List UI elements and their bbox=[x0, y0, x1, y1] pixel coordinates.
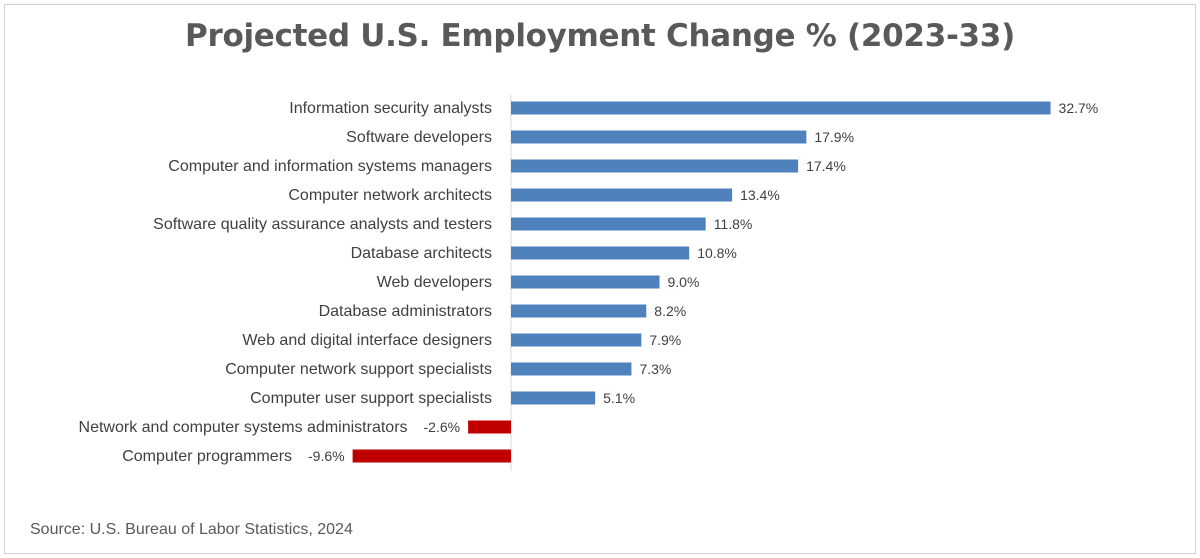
bar bbox=[511, 391, 596, 405]
category-label: Computer user support specialists bbox=[250, 390, 492, 407]
category-label: Computer and information systems manager… bbox=[168, 158, 492, 175]
source-note: Source: U.S. Bureau of Labor Statistics,… bbox=[30, 521, 353, 538]
category-label: Software developers bbox=[346, 129, 492, 146]
bar bbox=[511, 333, 642, 347]
category-label: Software quality assurance analysts and … bbox=[153, 216, 492, 233]
bar bbox=[511, 188, 733, 202]
bar bbox=[511, 362, 632, 376]
bar bbox=[511, 275, 660, 289]
data-label: -9.6% bbox=[308, 448, 345, 464]
category-label: Computer network architects bbox=[288, 187, 492, 204]
data-label: 11.8% bbox=[714, 216, 753, 232]
category-label: Database architects bbox=[351, 245, 492, 262]
chart-title: Projected U.S. Employment Change % (2023… bbox=[185, 18, 1015, 54]
data-label: 7.3% bbox=[639, 361, 671, 377]
data-label: 10.8% bbox=[697, 245, 737, 261]
data-label: 17.9% bbox=[814, 129, 854, 145]
bar bbox=[352, 449, 511, 463]
category-label: Computer programmers bbox=[122, 448, 292, 465]
data-label: 17.4% bbox=[806, 158, 846, 174]
data-label: 7.9% bbox=[649, 332, 681, 348]
bar bbox=[511, 159, 799, 173]
category-label: Network and computer systems administrat… bbox=[79, 419, 408, 436]
bar bbox=[511, 101, 1051, 115]
data-label: -2.6% bbox=[424, 419, 461, 435]
bar bbox=[511, 217, 706, 231]
category-label: Database administrators bbox=[319, 303, 492, 320]
category-label: Web developers bbox=[377, 274, 492, 291]
data-label: 8.2% bbox=[654, 303, 686, 319]
bar bbox=[468, 420, 511, 434]
category-label: Computer network support specialists bbox=[225, 361, 492, 378]
data-label: 32.7% bbox=[1059, 100, 1099, 116]
bar bbox=[511, 246, 690, 260]
data-label: 5.1% bbox=[603, 390, 635, 406]
category-label: Information security analysts bbox=[289, 100, 492, 117]
category-label: Web and digital interface designers bbox=[242, 332, 492, 349]
data-label: 13.4% bbox=[740, 187, 780, 203]
bar bbox=[511, 130, 807, 144]
data-label: 9.0% bbox=[668, 274, 700, 290]
bar bbox=[511, 304, 647, 318]
